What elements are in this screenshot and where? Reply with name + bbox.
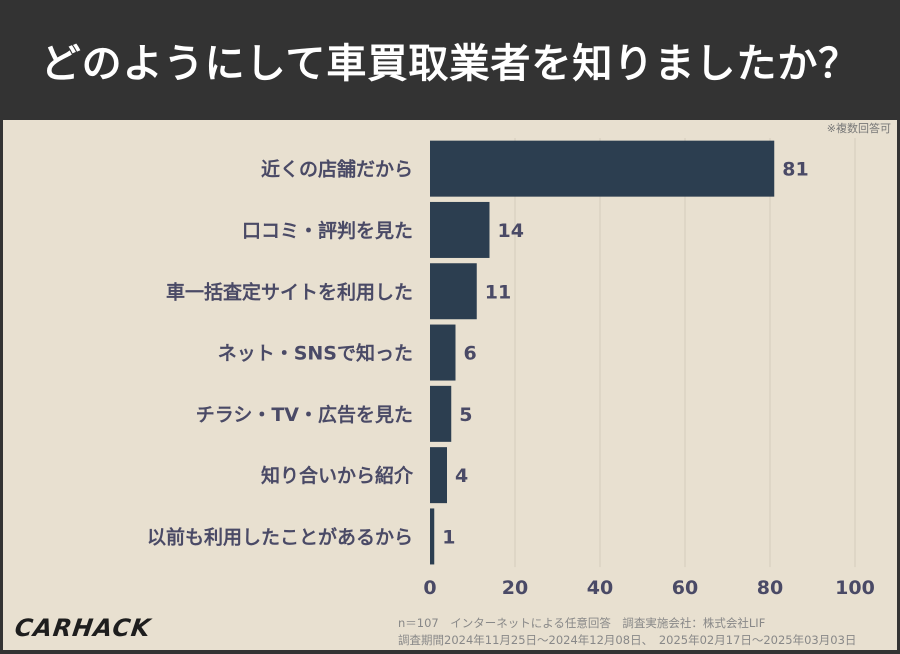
category-label: ネット・SNSで知った: [218, 342, 413, 365]
page-title: どのようにして車買取業者を知りましたか？: [40, 41, 860, 87]
bar: [430, 508, 435, 565]
category-label: 近くの店舗だから: [261, 158, 413, 181]
bar: [430, 140, 775, 197]
category-label: 以前も利用したことがあるから: [147, 525, 413, 548]
x-tick-label: 60: [672, 577, 698, 599]
category-label: 車一括査定サイトを利用した: [166, 280, 413, 303]
x-tick-label: 40: [587, 577, 613, 599]
data-label: 5: [459, 404, 472, 426]
chart-panel: 0 20 40 60 80 100 近くの店舗だから 81 口コミ・評判を見た 14 車一括査定サイ…: [3, 120, 897, 650]
bar: [430, 447, 447, 504]
x-tick-label: 0: [423, 577, 436, 599]
data-label: 11: [485, 281, 511, 303]
x-tick-label: 20: [502, 577, 528, 599]
category-label: チラシ・TV・広告を見た: [196, 403, 413, 426]
data-label: 4: [455, 465, 468, 487]
x-tick-label: 100: [835, 577, 875, 599]
carhack-logo: CARHACK: [13, 614, 153, 642]
bar: [430, 324, 456, 381]
bar: [430, 385, 452, 442]
multiple-answer-note: ※複数回答可: [826, 122, 891, 135]
survey-info: n＝107 インターネットによる任意回答 調査実施会社：株式会社LIF: [398, 616, 766, 630]
bar: [430, 201, 490, 258]
category-label: 知り合いから紹介: [261, 464, 414, 487]
data-label: 14: [498, 220, 524, 242]
data-label: 81: [782, 159, 808, 181]
bar: [430, 263, 477, 320]
data-label: 1: [442, 526, 455, 548]
category-label: 口コミ・評判を見た: [242, 219, 413, 242]
x-tick-label: 80: [757, 577, 783, 599]
survey-period: 調査期間2024年11月25日～2024年12月08日、 2025年02月17日…: [398, 633, 857, 647]
data-label: 6: [464, 343, 477, 365]
